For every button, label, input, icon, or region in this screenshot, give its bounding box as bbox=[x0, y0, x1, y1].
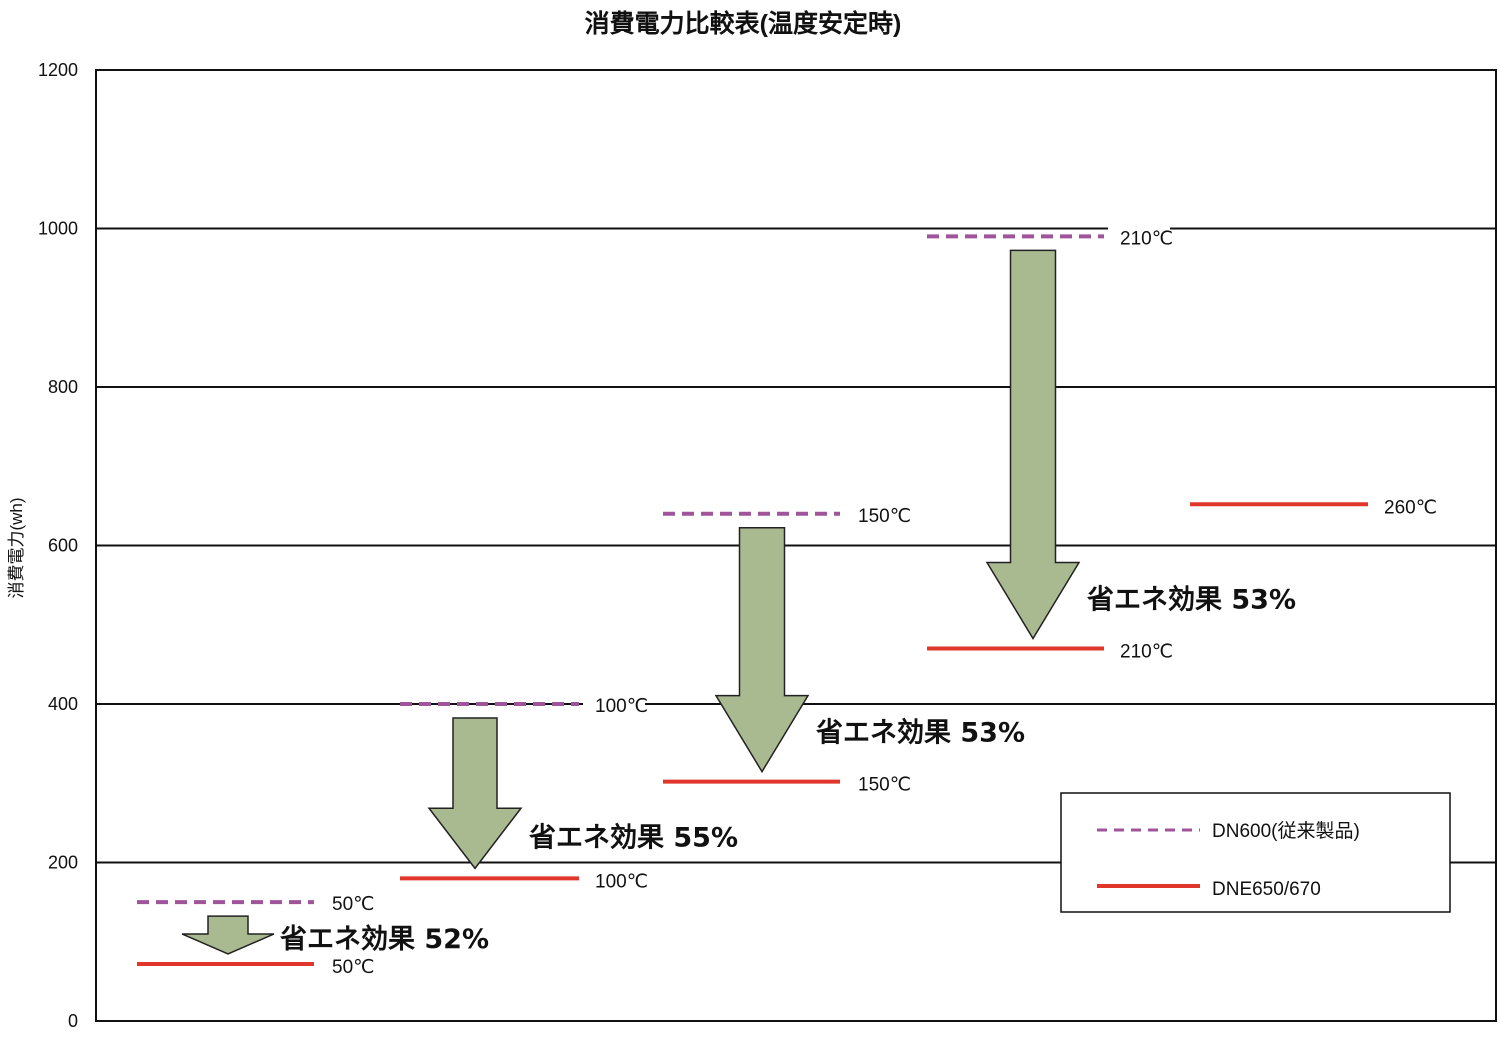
label-bg bbox=[844, 501, 906, 526]
savings-annotation: 省エネ効果 53% bbox=[1087, 584, 1296, 616]
y-tick-label: 1000 bbox=[38, 219, 78, 239]
savings-annotation: 省エネ効果 53% bbox=[816, 717, 1025, 749]
y-tick-label: 400 bbox=[48, 694, 78, 714]
dn600-temp-label: 210℃ bbox=[1120, 228, 1173, 249]
y-tick-label: 1200 bbox=[38, 60, 78, 80]
plot-area bbox=[95, 69, 1497, 1022]
label-bg bbox=[1108, 224, 1170, 249]
dn600-temp-label: 50℃ bbox=[332, 894, 374, 915]
dn600-temp-label: 100℃ bbox=[595, 696, 648, 717]
dne650-temp-label: 150℃ bbox=[858, 775, 911, 796]
reduction-arrow bbox=[714, 527, 810, 774]
legend-label-dn600: DN600(従来製品) bbox=[1212, 820, 1360, 842]
reduction-arrow bbox=[181, 915, 275, 955]
dne650-temp-label: 100℃ bbox=[595, 871, 648, 892]
savings-annotation: 省エネ効果 55% bbox=[529, 821, 738, 853]
label-bg bbox=[318, 890, 380, 915]
y-tick-label: 800 bbox=[48, 377, 78, 397]
dne650-temp-label: 50℃ bbox=[332, 957, 374, 978]
y-tick-label: 200 bbox=[48, 853, 78, 873]
y-tick-label: 600 bbox=[48, 536, 78, 556]
dn600-temp-label: 150℃ bbox=[858, 506, 911, 527]
label-bg bbox=[583, 692, 645, 716]
y-axis-label: 消費電力(wh) bbox=[7, 497, 26, 598]
dne650-temp-label: 260℃ bbox=[1384, 497, 1437, 518]
chart-title: 消費電力比較表(温度安定時) bbox=[585, 9, 902, 38]
legend: DN600(従来製品) DNE650/670 bbox=[1060, 792, 1451, 913]
dne650-temp-label: 210℃ bbox=[1120, 642, 1173, 663]
legend-label-dne650: DNE650/670 bbox=[1212, 879, 1321, 900]
reduction-arrow bbox=[985, 249, 1081, 640]
reduction-arrow bbox=[427, 717, 523, 870]
savings-annotation: 省エネ効果 52% bbox=[280, 923, 489, 955]
y-tick-label: 0 bbox=[68, 1011, 78, 1031]
